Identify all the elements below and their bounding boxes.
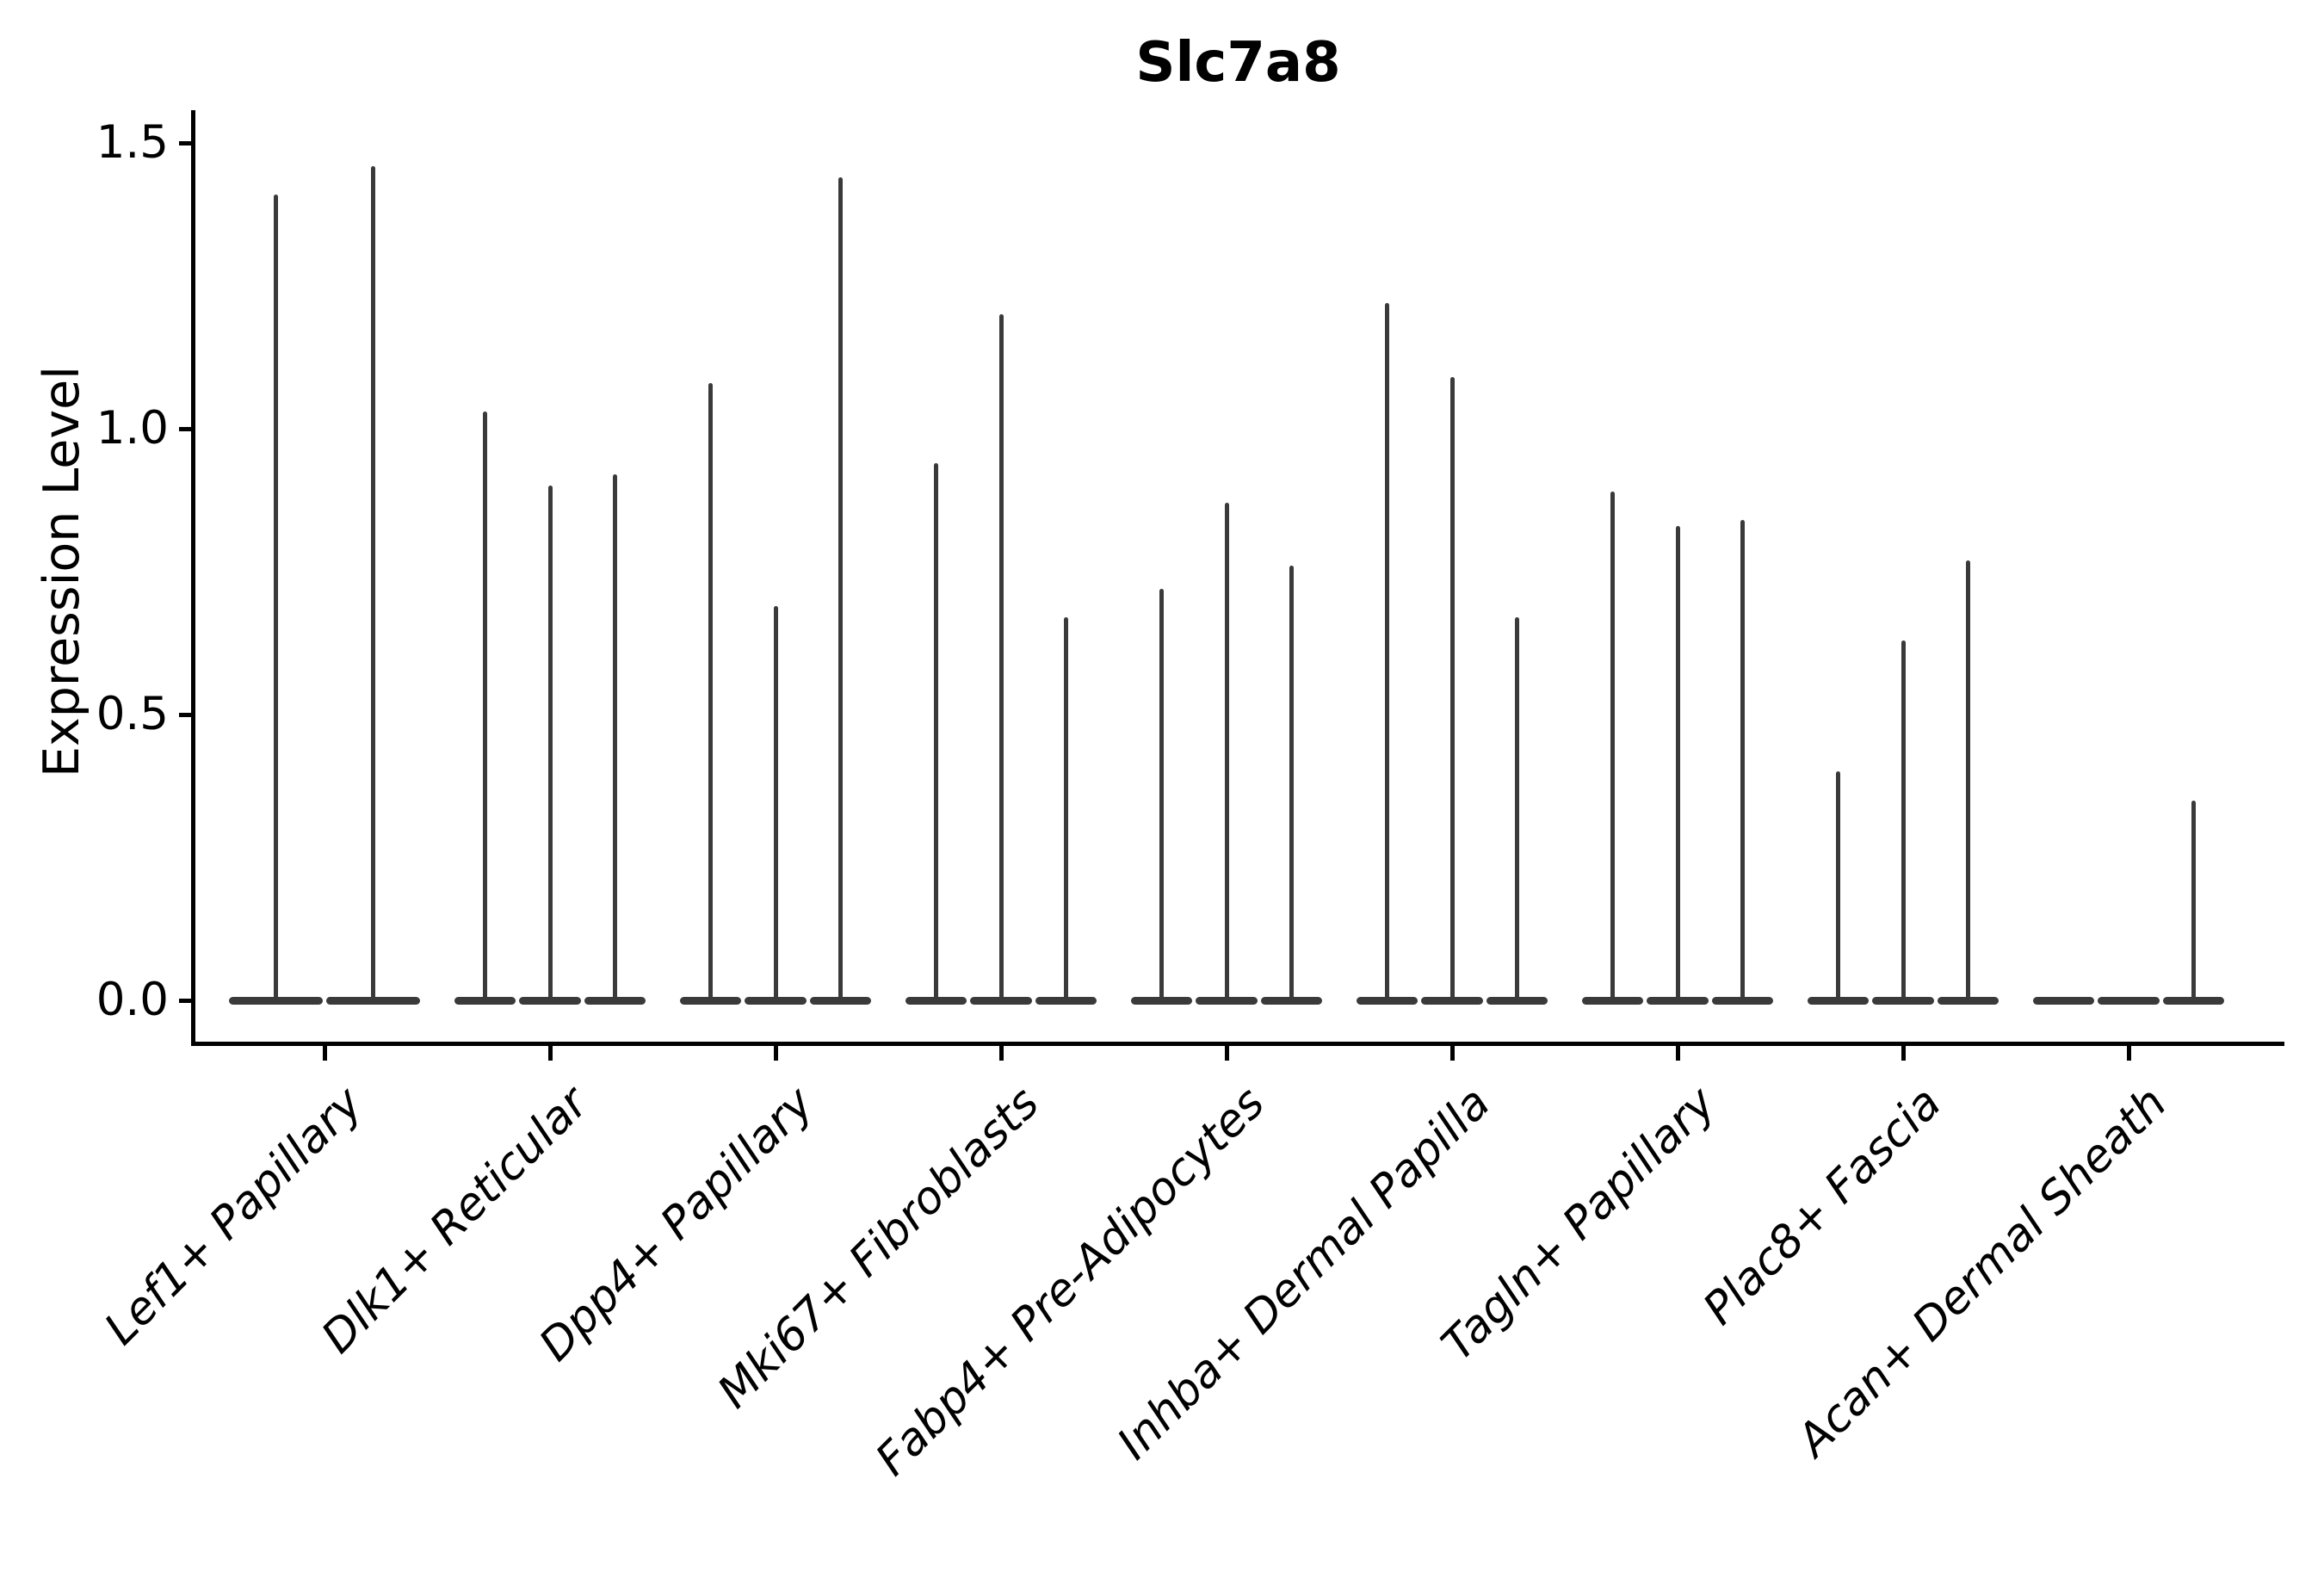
- violin-base: [1647, 996, 1709, 1005]
- x-axis-spine: [191, 1042, 2284, 1046]
- x-tick-mark: [1224, 1044, 1229, 1061]
- y-axis-label: Expression Level: [34, 366, 90, 777]
- violin-spike: [934, 462, 939, 1000]
- y-tick-mark: [179, 998, 194, 1003]
- violin-base: [1196, 996, 1258, 1005]
- violin-spike: [547, 486, 553, 1000]
- violin-spike: [2191, 800, 2196, 1000]
- violin-base: [1131, 996, 1193, 1005]
- chart-title: Slc7a8: [1135, 31, 1341, 95]
- violin-spike: [483, 412, 488, 1000]
- violin-base: [584, 996, 646, 1005]
- y-tick-mark: [179, 712, 194, 717]
- violin-spike: [1514, 617, 1519, 1000]
- violin-spike: [1610, 492, 1616, 1000]
- violin-spike: [371, 165, 375, 1000]
- y-tick-label: 1.0: [96, 402, 169, 455]
- violin-spike: [1224, 503, 1229, 1000]
- violin-base: [1808, 996, 1870, 1005]
- x-tick-mark: [998, 1044, 1004, 1061]
- x-tick-label-plac8: Plac8+ Fascia: [1693, 1077, 1951, 1335]
- violin-base: [229, 996, 323, 1005]
- y-tick-label: 0.0: [96, 974, 169, 1026]
- violin-base: [1582, 996, 1644, 1005]
- x-tick-label-inhba: Inhba+ Dermal Papilla: [1108, 1077, 1500, 1470]
- violin-spike: [1449, 377, 1455, 1000]
- violin-base: [809, 996, 871, 1005]
- x-tick-mark: [1675, 1044, 1680, 1061]
- x-tick-label-dpp4: Dpp4+ Papillary: [529, 1077, 824, 1371]
- violin-spike: [1289, 566, 1294, 1000]
- violin-base: [905, 996, 967, 1005]
- violin-base: [1035, 996, 1097, 1005]
- violin-spike: [1063, 617, 1068, 1000]
- x-tick-mark: [547, 1044, 553, 1061]
- violin-spike: [1385, 302, 1390, 1000]
- violin-base: [326, 996, 420, 1005]
- violin-base: [2162, 996, 2224, 1005]
- x-tick-mark: [1901, 1044, 1906, 1061]
- y-axis-spine: [191, 110, 195, 1046]
- x-tick-mark: [773, 1044, 778, 1061]
- violin-base: [1711, 996, 1773, 1005]
- x-tick-label-mki67: Mki67+ Fibroblasts: [708, 1077, 1049, 1419]
- y-tick-mark: [179, 426, 194, 431]
- violin-base: [970, 996, 1032, 1005]
- y-tick-label: 1.5: [96, 116, 169, 169]
- violin-base: [519, 996, 581, 1005]
- violin-spike: [773, 605, 778, 1000]
- violin-spike: [1836, 771, 1841, 1000]
- violin-base: [1937, 996, 1999, 1005]
- violin-base: [745, 996, 807, 1005]
- violin-base: [2098, 996, 2160, 1005]
- violin-spike: [1965, 560, 1970, 1000]
- violin-base: [680, 996, 742, 1005]
- violin-base: [1357, 996, 1419, 1005]
- violin-base: [2033, 996, 2095, 1005]
- violin-base: [1421, 996, 1483, 1005]
- x-tick-label-acan: Acan+ Dermal Sheath: [1787, 1077, 2177, 1467]
- violin-spike: [1675, 525, 1680, 1000]
- x-tick-mark: [322, 1044, 327, 1061]
- violin-spike: [274, 194, 278, 1000]
- violin-base: [1486, 996, 1548, 1005]
- x-tick-label-fabp4: Fabp4+ Pre-Adipocytes: [866, 1077, 1275, 1486]
- x-tick-mark: [1449, 1044, 1455, 1061]
- violin-spike: [838, 176, 843, 1000]
- violin-base: [1872, 996, 1934, 1005]
- x-tick-mark: [2126, 1044, 2131, 1061]
- violin-spike: [1740, 520, 1745, 1000]
- violin-spike: [1159, 588, 1165, 1000]
- violin-spike: [998, 314, 1004, 1000]
- x-tick-label-dlk1: Dlk1+ Reticular: [312, 1077, 598, 1364]
- violin-base: [454, 996, 516, 1005]
- violin-base: [1260, 996, 1322, 1005]
- violin-spike: [708, 382, 714, 1000]
- y-tick-mark: [179, 140, 194, 145]
- x-tick-label-tagln: Tagln+ Papillary: [1431, 1077, 1726, 1371]
- violin-spike: [1901, 640, 1906, 1000]
- y-tick-label: 0.5: [96, 688, 169, 740]
- violin-spike: [612, 474, 617, 1000]
